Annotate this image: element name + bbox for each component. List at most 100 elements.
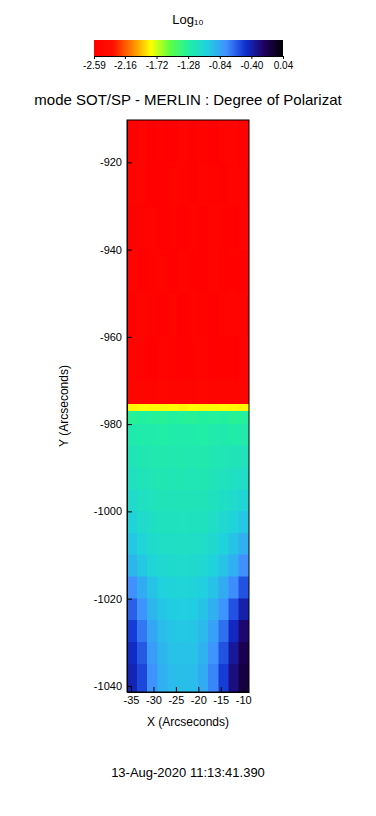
x-tick-label: -10 [236,694,252,706]
heatmap-cell [198,490,208,512]
heatmap-cell [229,533,239,555]
heatmap-cell [178,533,188,555]
y-axis: -1040-1020-1000-980-960-940-920 [94,121,132,693]
heatmap-cell [188,250,198,294]
colorbar-tick: -2.16 [114,56,137,71]
heatmap-cell [208,533,218,555]
colorbar-tick-mark [220,56,221,59]
heatmap-cell [178,120,188,162]
heatmap-cell [188,664,198,692]
heatmap-cell [137,533,147,555]
heatmap [127,120,249,692]
heatmap-cell [168,380,178,404]
heatmap-cell [219,424,229,446]
heatmap-cell [208,162,218,206]
heatmap-cell [239,642,249,664]
heatmap-cell [219,555,229,577]
heatmap-cell [127,642,137,664]
heatmap-cell [168,424,178,446]
heatmap-cell [198,642,208,664]
heatmap-cell [147,555,157,577]
heatmap-cell [137,555,147,577]
colorbar-axis: -2.59-2.16-1.72-1.28-0.84-0.400.04 [83,56,294,71]
heatmap-cell [127,620,137,642]
heatmap-cell [208,293,218,337]
heatmap-cell [178,468,188,490]
heatmap-cell [208,446,218,468]
y-tick-mark [127,337,132,338]
colorbar-tick-label: 0.04 [274,60,294,71]
y-tick-mark [127,424,132,425]
colorbar [94,40,283,56]
heatmap-cell [208,380,218,404]
heatmap-cell [137,206,147,250]
heatmap-cell [178,206,188,250]
heatmap-cell [178,620,188,642]
heatmap-cell [127,664,137,692]
colorbar-tick: -0.84 [209,56,232,71]
heatmap-cell [198,250,208,294]
colorbar-tick-label: -1.28 [177,60,200,71]
heatmap-cell [188,468,198,490]
heatmap-cell [219,468,229,490]
heatmap-cell [137,446,147,468]
heatmap-cell [198,120,208,162]
plot-frame [127,120,249,692]
heatmap-cell [208,599,218,621]
background [0,0,376,816]
heatmap-cell [198,577,208,599]
heatmap-cell [137,380,147,404]
heatmap-cell [137,490,147,512]
heatmap-cell [178,404,188,411]
x-tick-label: -25 [168,694,184,706]
heatmap-cell [178,380,188,404]
y-tick: -920 [100,156,132,168]
x-tick: -15 [213,687,229,706]
heatmap-cell [158,120,168,162]
x-tick-mark [131,687,132,692]
heatmap-cell [239,468,249,490]
heatmap-cell [158,337,168,381]
heatmap-cell [178,642,188,664]
heatmap-cell [219,380,229,404]
heatmap-cell [137,424,147,446]
heatmap-cell [127,380,137,404]
heatmap-cell [147,424,157,446]
y-tick: -940 [100,244,132,256]
heatmap-cell [147,490,157,512]
heatmap-cell [229,337,239,381]
heatmap-cell [147,446,157,468]
heatmap-cell [137,162,147,206]
heatmap-cell [229,642,239,664]
heatmap-cell [127,250,137,294]
heatmap-cell [239,620,249,642]
heatmap-cell [158,555,168,577]
heatmap-cell [127,599,137,621]
heatmap-cell [239,120,249,162]
heatmap-cell [239,293,249,337]
heatmap-cell [137,599,147,621]
heatmap-cell [229,468,239,490]
chart: mode SOT/SP - MERLIN : Degree of Polariz… [0,0,376,816]
heatmap-cell [178,337,188,381]
heatmap-cell [137,620,147,642]
heatmap-cell [208,511,218,533]
heatmap-cell [147,577,157,599]
heatmap-cell [127,468,137,490]
heatmap-cell [208,404,218,411]
heatmap-cell [208,250,218,294]
heatmap-cell [198,424,208,446]
heatmap-cell [127,411,137,424]
heatmap-cell [168,206,178,250]
heatmap-cell [208,664,218,692]
heatmap-cell [198,404,208,411]
heatmap-cell [168,533,178,555]
heatmap-cell [188,411,198,424]
colorbar-tick-label: -0.84 [209,60,232,71]
y-tick: -1020 [94,593,132,605]
heatmap-cell [158,162,168,206]
heatmap-cell [147,642,157,664]
y-tick-mark [127,686,132,687]
heatmap-cell [239,162,249,206]
heatmap-cell [198,555,208,577]
